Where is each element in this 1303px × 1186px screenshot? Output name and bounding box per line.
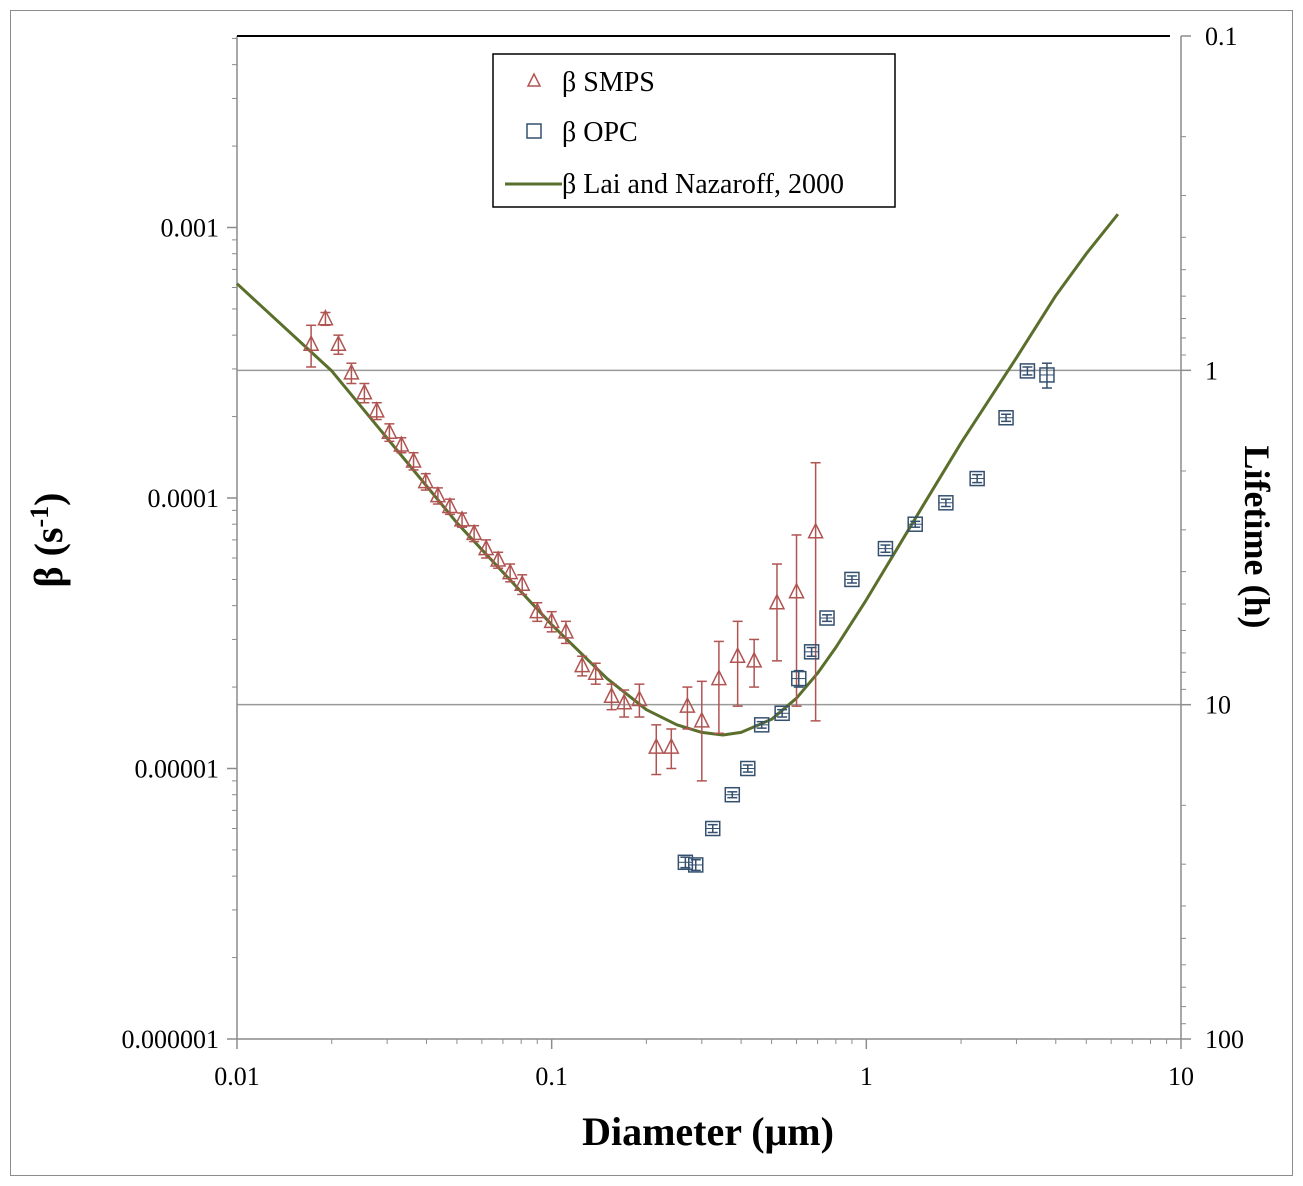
smps-point [529,601,546,619]
smps-point [453,510,471,527]
smps-point [663,737,680,754]
x-tick-label: 0.1 [535,1062,568,1091]
smps-point [405,451,422,468]
smps-point [729,646,746,663]
y-tick-label: 0.0001 [148,484,220,513]
y-axis-title-base: β (s [26,528,71,588]
smps-point [465,523,483,541]
y-axis-title: β (s-1) [25,493,71,588]
smps-point [573,655,591,673]
smps-point [513,574,531,591]
smps-point [648,737,665,754]
smps-point [788,582,805,599]
smps-point [393,435,410,452]
smps-point [381,422,398,440]
smps-point [710,668,728,686]
smps-point [543,611,560,629]
smps-point [768,593,786,610]
smps-point [631,689,648,707]
smps-series [302,309,824,782]
legend-smps-marker [526,72,542,87]
smps-point [587,663,604,680]
axes-layer [236,35,1182,1040]
smps-point [745,651,763,668]
y2-tick-label: 0.1 [1205,22,1238,51]
legend-smps-label: β SMPS [562,67,655,98]
x-tick-label: 10 [1168,1062,1194,1091]
legend: β SMPS β OPC β Lai and Nazaroff, 2000 [492,53,896,208]
smps-point [615,693,633,710]
smps-point [417,471,434,489]
y-tick-label: 0.00001 [135,755,220,784]
ticks-layer: 0.01 0.1 1 10 0.001 0.0001 0.00001 0.000001 0.1 1… [122,22,1245,1091]
x-tick-label: 0.01 [214,1062,260,1091]
y-axis-title-superscript: -1 [25,506,54,528]
smps-point [807,522,824,539]
smps-point [441,496,459,514]
smps-point [356,383,373,400]
y2-axis-title: Lifetime (h) [1237,446,1277,629]
y-tick-label: 0.000001 [122,1025,220,1054]
legend-opc-marker [526,123,542,139]
opc-series [677,362,1055,873]
x-tick-label: 1 [860,1062,873,1091]
legend-model-label: β Lai and Nazaroff, 2000 [562,169,844,200]
smps-point [343,363,360,380]
smps-point [501,562,519,580]
smps-point [330,334,347,352]
smps-point [368,401,385,418]
smps-point [693,711,711,728]
smps-point [603,686,620,703]
y-tick-label: 0.001 [161,214,220,243]
y-axis-title-close: ) [26,493,71,506]
y2-tick-label: 100 [1205,1025,1244,1054]
x-axis-title: Diameter (μm) [582,1109,834,1154]
model-line [235,213,1120,737]
smps-point [489,550,507,567]
smps-point [317,309,334,326]
smps-point [557,622,575,639]
model-line-layer [235,213,1120,737]
legend-opc-label: β OPC [562,117,638,148]
smps-point [302,334,320,352]
legend-box [492,53,896,208]
smps-point [429,485,447,503]
grid-layer [237,369,1181,706]
y2-tick-label: 10 [1205,691,1231,720]
y2-tick-label: 1 [1205,356,1218,385]
smps-point [477,538,495,556]
smps-point [679,696,696,713]
